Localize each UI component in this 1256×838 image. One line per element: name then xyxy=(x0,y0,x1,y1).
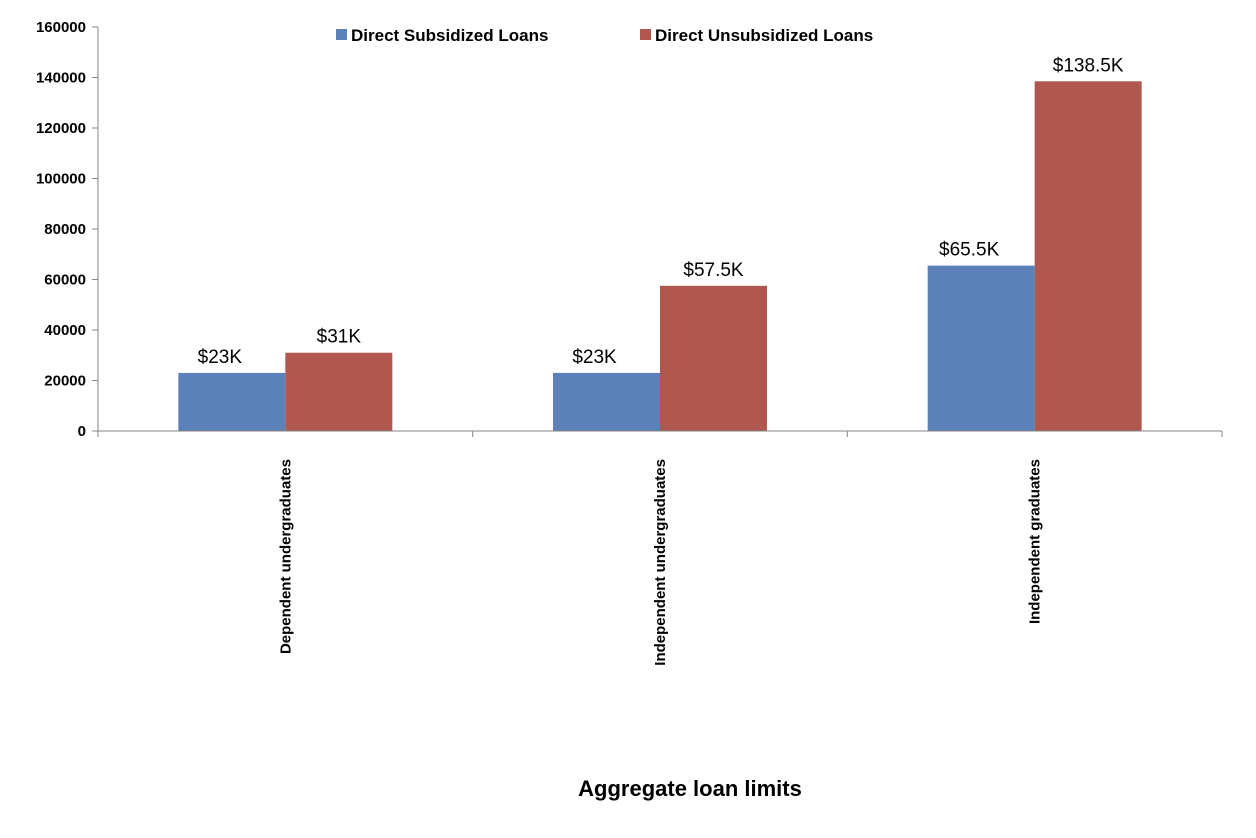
bar-unsubsidized xyxy=(660,285,767,431)
bar-subsidized xyxy=(927,265,1035,431)
legend-swatch-subsidized xyxy=(336,29,347,40)
x-tick-label: Independent graduates xyxy=(1027,459,1044,624)
x-ticks-group: Dependent undergraduates Independent unde… xyxy=(97,431,1223,666)
bar-unsubsidized xyxy=(285,352,393,431)
data-label: $23K xyxy=(572,347,617,368)
x-tick-label: Independent undergraduates xyxy=(652,459,669,666)
data-label: $138.5K xyxy=(1053,55,1124,76)
legend-swatch-unsubsidized xyxy=(640,29,651,40)
legend: Direct Subsidized Loans Direct Unsubsidi… xyxy=(336,26,873,45)
bars-group xyxy=(178,81,1142,431)
y-tick-label: 120000 xyxy=(36,120,86,137)
data-label: $65.5K xyxy=(939,240,1000,261)
y-tick-label: 60000 xyxy=(44,272,86,289)
x-tick-label: Dependent undergraduates xyxy=(277,459,294,654)
y-tick-label: 20000 xyxy=(44,373,86,390)
y-tick-label: 80000 xyxy=(44,221,86,238)
y-tick-label: 160000 xyxy=(36,19,86,36)
data-labels-group: $23K $23K $65.5K $31K $57.5K $138.5K xyxy=(198,55,1124,368)
bar-subsidized xyxy=(178,372,286,431)
y-tick-label: 0 xyxy=(78,423,86,440)
data-label: $57.5K xyxy=(683,260,744,281)
y-ticks-group: 0 20000 40000 60000 80000 100000 120000 140000 1… xyxy=(36,19,98,440)
legend-label-unsubsidized: Direct Unsubsidized Loans xyxy=(655,26,873,45)
bar-subsidized xyxy=(553,372,660,431)
y-tick-label: 100000 xyxy=(36,171,86,188)
legend-label-subsidized: Direct Subsidized Loans xyxy=(351,26,548,45)
bar-unsubsidized xyxy=(1034,81,1142,431)
data-label: $23K xyxy=(198,347,243,368)
y-tick-label: 140000 xyxy=(36,70,86,87)
y-tick-label: 40000 xyxy=(44,322,86,339)
x-axis-title: Aggregate loan limits xyxy=(578,776,802,801)
data-label: $31K xyxy=(317,327,362,348)
